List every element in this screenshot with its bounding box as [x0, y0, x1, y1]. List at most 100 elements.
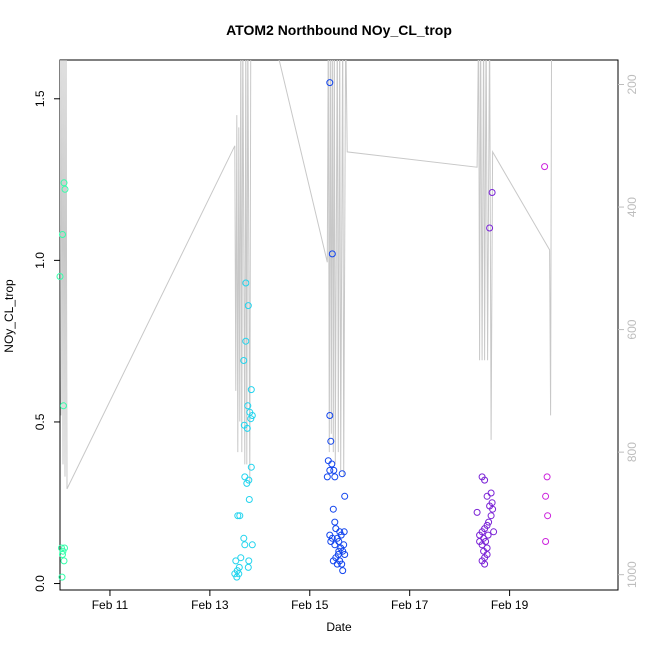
data-point: [481, 476, 489, 484]
data-point: [487, 512, 495, 520]
data-point: [241, 541, 249, 549]
data-point: [333, 534, 341, 542]
x-tick-label: Feb 17: [391, 598, 429, 612]
data-point: [244, 402, 252, 410]
data-point: [339, 567, 347, 575]
y-tick-label: 0.0: [33, 575, 47, 592]
data-point: [236, 512, 244, 520]
data-point: [241, 473, 249, 481]
data-point: [233, 573, 241, 581]
data-point: [328, 250, 336, 258]
data-point: [245, 476, 253, 484]
x-axis: Feb 11 Feb 13 Feb 15 Feb 17 Feb 19: [92, 590, 529, 612]
series-0: [56, 179, 69, 581]
secondary-y-tick-label: 800: [625, 442, 639, 462]
data-point: [243, 424, 251, 432]
data-point: [242, 279, 250, 287]
data-point: [323, 473, 331, 481]
data-point: [60, 557, 68, 565]
data-point: [487, 489, 495, 497]
data-point: [248, 541, 256, 549]
data-point: [335, 547, 343, 555]
data-point: [478, 541, 486, 549]
data-point: [331, 541, 339, 549]
data-point: [326, 79, 334, 87]
data-point: [329, 505, 337, 513]
data-point: [340, 528, 348, 536]
data-point: [247, 386, 255, 394]
y-axis-label: NOy_CL_trop: [2, 279, 16, 353]
data-point: [332, 525, 340, 533]
data-point: [542, 492, 550, 500]
x-tick-label: Feb 15: [291, 598, 329, 612]
data-point: [59, 551, 66, 558]
series-3: [473, 189, 498, 568]
data-point: [488, 189, 496, 196]
data-point: [489, 505, 497, 513]
data-point: [338, 560, 346, 568]
altitude-polyline: [60, 60, 553, 490]
data-point: [245, 557, 253, 565]
data-point: [240, 357, 248, 364]
data-point: [338, 470, 346, 478]
series-4: [541, 163, 552, 545]
data-point: [244, 563, 252, 571]
data-point: [56, 273, 64, 280]
data-point: [328, 534, 336, 542]
data-point: [484, 531, 492, 539]
data-point: [58, 573, 66, 581]
data-point: [324, 457, 332, 465]
data-point: [247, 415, 255, 423]
data-point: [247, 463, 255, 471]
data-point: [543, 473, 551, 481]
data-point: [234, 512, 242, 520]
data-point: [327, 437, 335, 445]
secondary-y-tick-label: 200: [625, 74, 639, 94]
chart-title: ATOM2 Northbound NOy_CL_trop: [226, 22, 452, 38]
data-points: [56, 79, 552, 581]
data-point: [326, 412, 334, 419]
data-point: [242, 337, 250, 345]
data-point: [542, 538, 550, 545]
data-point: [237, 554, 245, 562]
data-point: [483, 492, 491, 500]
data-point: [61, 544, 68, 552]
data-point: [326, 466, 334, 474]
data-point: [486, 224, 494, 232]
x-tick-label: Feb 13: [191, 598, 229, 612]
secondary-y-tick-label: 1000: [625, 561, 639, 588]
data-point: [248, 412, 256, 419]
series-1: [231, 279, 256, 581]
data-point: [60, 402, 67, 410]
y-tick-label: 1.5: [33, 90, 47, 107]
data-point: [341, 492, 349, 500]
data-point: [59, 547, 67, 555]
data-point: [244, 302, 252, 310]
data-point: [473, 508, 481, 516]
secondary-y-tick-label: 600: [625, 319, 639, 339]
x-tick-label: Feb 19: [491, 598, 529, 612]
data-point: [60, 179, 68, 187]
data-point: [240, 534, 248, 542]
data-point: [61, 185, 69, 193]
data-point: [481, 560, 489, 568]
series-2: [323, 79, 349, 575]
data-point: [341, 551, 349, 558]
data-point: [331, 473, 339, 481]
x-axis-label: Date: [326, 620, 352, 634]
data-point: [58, 544, 65, 552]
data-point: [328, 460, 336, 468]
y-axis: 0.0 0.5 1.0 1.5: [33, 90, 60, 592]
data-point: [232, 557, 240, 565]
y-tick-label: 0.5: [33, 413, 47, 430]
data-point: [330, 466, 338, 474]
data-point: [245, 496, 253, 503]
data-point: [336, 528, 344, 536]
data-point: [59, 231, 66, 238]
y-tick-label: 1.0: [33, 252, 47, 269]
data-point: [485, 518, 493, 526]
data-point: [541, 163, 549, 171]
data-point: [490, 528, 498, 536]
x-tick-label: Feb 11: [92, 598, 129, 612]
